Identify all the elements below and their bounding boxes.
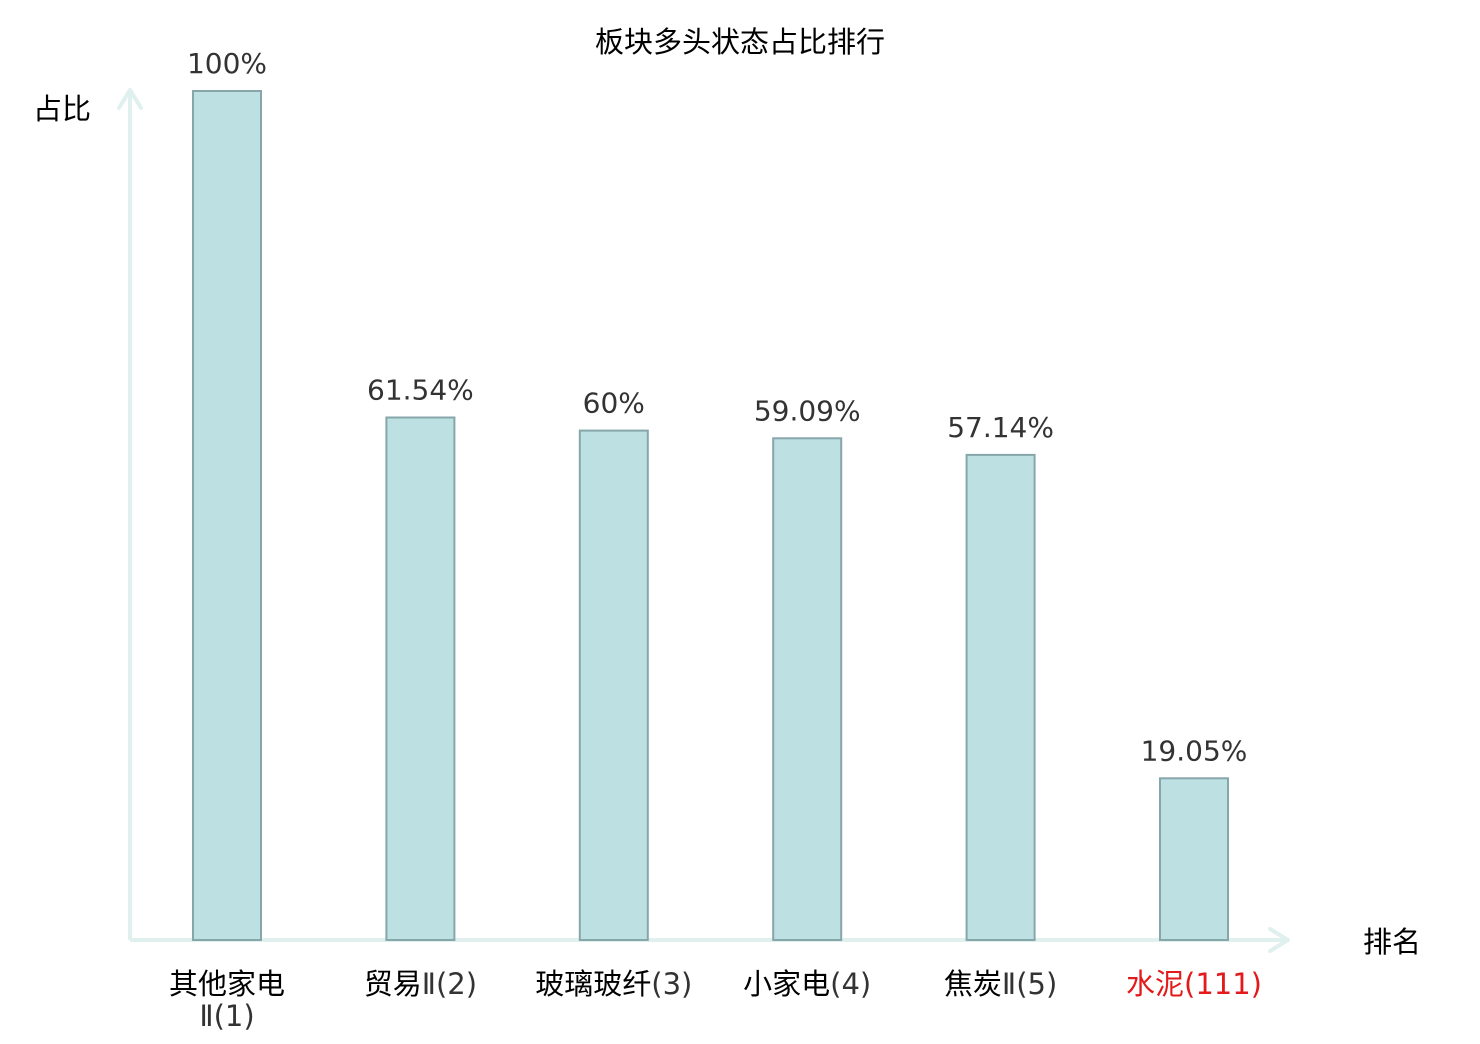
bar bbox=[772, 437, 843, 941]
data-label: 19.05% bbox=[1141, 734, 1248, 767]
category-labels-group: 其他家电 Ⅱ(1) 贸易Ⅱ(2) 玻璃玻纤(3) 小家电(4) 焦炭Ⅱ(5) 水泥(111) bbox=[169, 967, 1262, 1033]
data-label: 100% bbox=[187, 47, 267, 80]
bar bbox=[965, 453, 1036, 941]
y-axis-label: 占比 bbox=[33, 92, 91, 126]
x-tick-label: 贸易Ⅱ(2) bbox=[364, 967, 477, 1001]
data-label: 61.54% bbox=[367, 374, 474, 407]
bars-group bbox=[192, 90, 1229, 941]
data-label: 60% bbox=[583, 387, 645, 420]
bar bbox=[192, 90, 262, 941]
x-axis-label: 排名 bbox=[1363, 925, 1421, 959]
y-axis-arrow-icon bbox=[117, 88, 143, 110]
x-tick-label: 水泥(111) bbox=[1126, 967, 1262, 1001]
x-tick-label: 小家电(4) bbox=[743, 967, 871, 1001]
axes bbox=[117, 88, 1290, 953]
data-label: 57.14% bbox=[947, 411, 1054, 444]
chart-title: 板块多头状态占比排行 bbox=[595, 25, 885, 59]
x-tick-label: 玻璃玻纤(3) bbox=[535, 967, 692, 1001]
bar bbox=[385, 416, 456, 941]
x-axis-arrow-icon bbox=[1268, 927, 1290, 953]
x-tick-label: 焦炭Ⅱ(5) bbox=[944, 967, 1057, 1001]
x-tick-label: 其他家电 Ⅱ(1) bbox=[169, 967, 285, 1033]
bar bbox=[578, 429, 649, 941]
data-label: 59.09% bbox=[754, 394, 861, 427]
bar bbox=[1159, 777, 1229, 941]
value-labels-group: 100% 61.54% 60% 59.09% 57.14% 19.05% bbox=[187, 47, 1247, 767]
